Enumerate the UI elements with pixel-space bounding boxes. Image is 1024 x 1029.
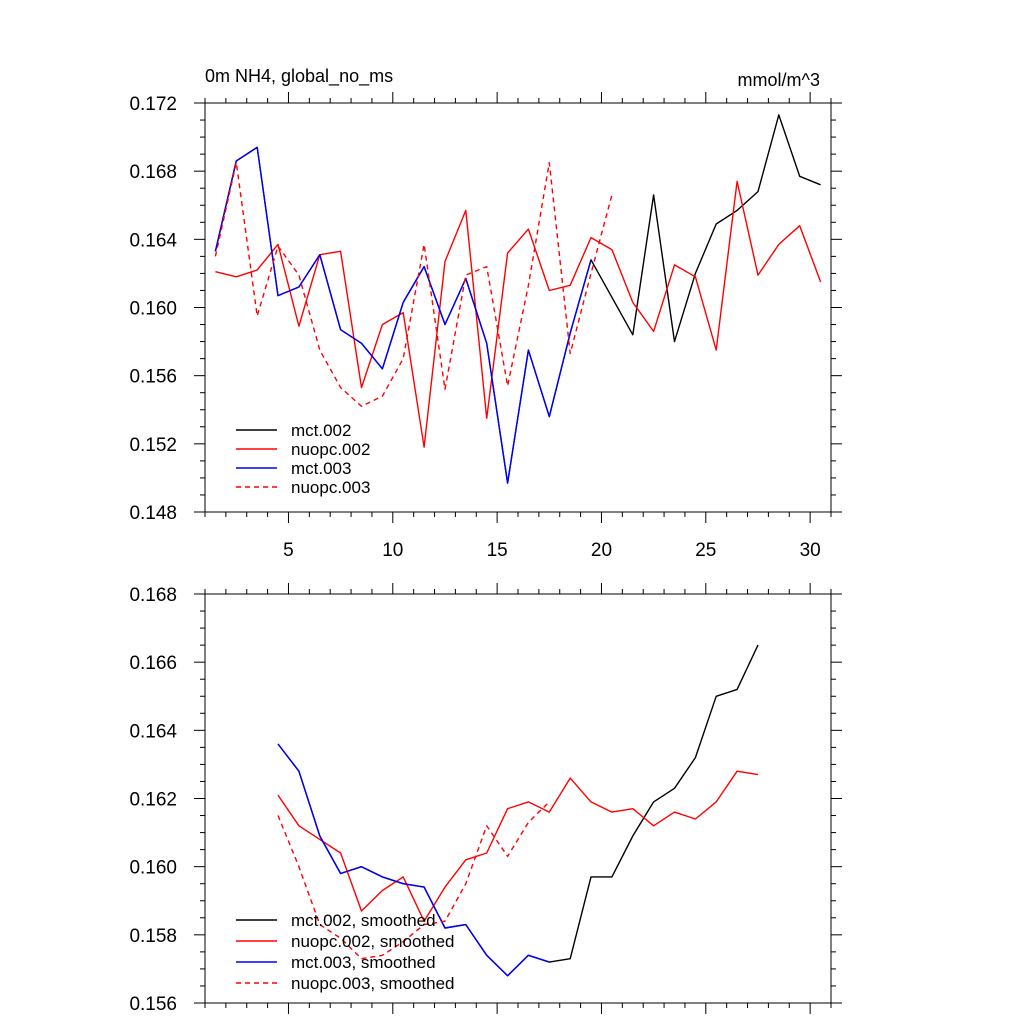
legend-label: nuopc.002	[291, 440, 370, 459]
x-tick-label: 25	[695, 540, 716, 561]
x-tick-label: 20	[591, 540, 612, 561]
series-line-nuopc-002	[215, 180, 822, 448]
series-line-mct-003	[214, 146, 592, 484]
y-tick-label: 0.164	[129, 721, 177, 742]
series-line-nuopc-003-smoothed	[277, 801, 550, 960]
series-line-mct-003-smoothed	[277, 743, 550, 977]
legend-label: mct.002, smoothed	[291, 911, 436, 930]
x-tick-label: 5	[283, 540, 294, 561]
y-tick-label: 0.166	[129, 653, 177, 674]
y-tick-label: 0.168	[129, 585, 177, 606]
legend-label: nuopc.002, smoothed	[291, 932, 455, 951]
x-tick-label: 30	[800, 540, 821, 561]
y-tick-label: 0.164	[129, 230, 177, 251]
legend-label: mct.003, smoothed	[291, 953, 436, 972]
legend-label: mct.003	[291, 459, 351, 478]
y-tick-label: 0.156	[129, 367, 177, 388]
y-tick-label: 0.158	[129, 926, 177, 947]
panel-bottom: 0.156 0.158 0.160 0.162 0.164 0.166 0.168 mct.0…	[129, 583, 842, 1015]
chart-title: 0m NH4, global_no_ms	[205, 66, 393, 87]
y-tick-label: 0.156	[129, 994, 177, 1015]
y-tick-label: 0.160	[129, 858, 177, 879]
legend-label: mct.002	[291, 421, 351, 440]
y-tick-label: 0.160	[129, 299, 177, 320]
units-label: mmol/m^3	[738, 70, 820, 90]
panel-top: 0m NH4, global_no_ms mmol/m^3 0.148 0.152…	[129, 66, 842, 561]
series-line-nuopc-002-smoothed	[277, 770, 759, 922]
y-tick-label: 0.168	[129, 162, 177, 183]
x-tick-label: 15	[487, 540, 508, 561]
y-tick-label: 0.148	[129, 503, 177, 524]
y-tick-label: 0.152	[129, 435, 177, 456]
y-tick-label: 0.172	[129, 94, 177, 115]
series-line-nuopc-003	[214, 161, 613, 407]
x-tick-label: 10	[382, 540, 403, 561]
legend-label: nuopc.003	[291, 478, 370, 497]
y-tick-label: 0.162	[129, 790, 177, 811]
legend-label: nuopc.003, smoothed	[291, 974, 455, 993]
